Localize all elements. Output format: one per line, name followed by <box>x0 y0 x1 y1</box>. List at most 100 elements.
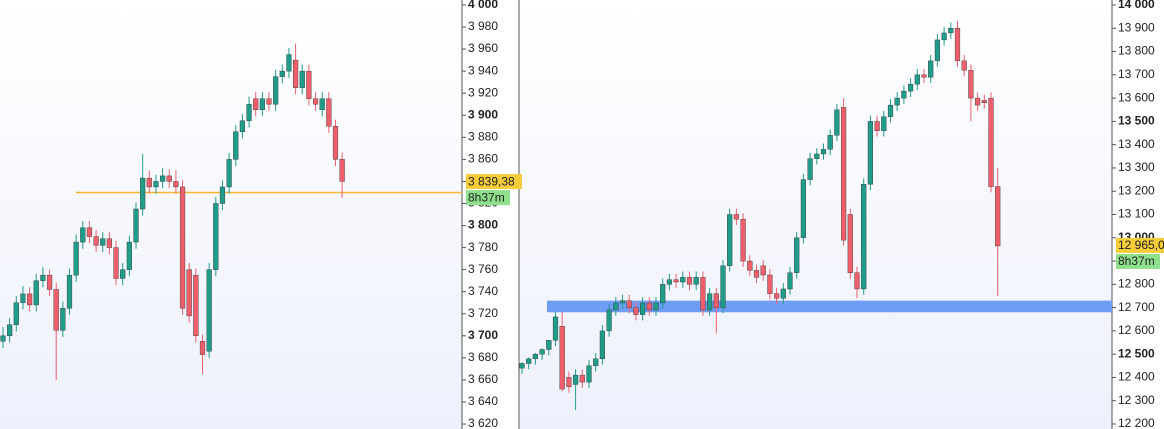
y-tick-label: 13 400 <box>1118 137 1155 151</box>
y-tick-label: 13 700 <box>1118 67 1155 81</box>
candle-body <box>33 280 39 306</box>
y-tick-label: 12 700 <box>1118 300 1155 314</box>
candle-body <box>13 302 19 325</box>
y-tick-label: 13 200 <box>1118 183 1155 197</box>
candle-body <box>887 104 894 117</box>
candle-body <box>27 293 33 306</box>
y-tick-label: 3 780 <box>468 240 498 254</box>
candle-body <box>948 28 954 34</box>
y-tick-label: 13 600 <box>1118 90 1155 104</box>
timer-box <box>1116 253 1160 269</box>
candle-body <box>954 28 961 62</box>
candle-body <box>126 241 132 270</box>
y-tick-label: 3 740 <box>468 284 498 298</box>
candle-body <box>7 324 13 337</box>
candle-body <box>841 107 847 241</box>
candle-body <box>213 203 219 270</box>
candle-body <box>881 116 887 131</box>
candle-body <box>626 300 632 308</box>
candle-body <box>40 274 46 281</box>
candle-body <box>226 159 232 188</box>
candle-body <box>66 274 73 309</box>
candle-body <box>700 277 706 311</box>
candle-body <box>774 293 780 299</box>
candle-body <box>526 358 532 364</box>
candle-body <box>120 269 126 279</box>
candle-body <box>559 326 565 390</box>
timer-box <box>466 190 510 206</box>
candle-body <box>586 365 592 383</box>
candle-body <box>713 293 719 308</box>
candle-body <box>981 100 987 103</box>
candle-body <box>93 236 99 246</box>
candle-body <box>653 302 659 311</box>
candle-body <box>760 265 766 276</box>
candle-body <box>233 131 239 160</box>
y-tick-label: 3 800 <box>468 218 498 232</box>
candle-body <box>767 274 773 294</box>
y-tick-label: 12 200 <box>1118 416 1155 429</box>
candle-body <box>934 39 941 62</box>
y-tick-label: 3 720 <box>468 306 498 320</box>
candle-body <box>199 341 206 355</box>
candle-body <box>727 214 733 266</box>
candle-body <box>995 186 1001 247</box>
candle-body <box>146 177 152 188</box>
candle-body <box>53 289 59 331</box>
y-tick-label: 12 800 <box>1118 277 1155 291</box>
y-tick-label: 3 900 <box>468 107 498 121</box>
y-tick-label: 14 000 <box>1118 0 1155 11</box>
candle-body <box>941 32 947 41</box>
candle-body <box>673 279 679 283</box>
candle-body <box>113 247 119 279</box>
candle-body <box>753 270 760 278</box>
candle-body <box>961 60 967 71</box>
candle-body <box>579 374 585 383</box>
candle-body <box>566 377 572 387</box>
candle-body <box>166 175 172 182</box>
candle-body <box>179 186 186 309</box>
y-tick-label: 13 100 <box>1118 207 1155 221</box>
candle-body <box>46 274 53 290</box>
candle-body <box>660 284 666 304</box>
candle-body <box>861 184 867 290</box>
candle-body <box>546 339 552 350</box>
candle-body <box>539 349 545 355</box>
candle-body <box>619 300 626 304</box>
candle-body <box>519 363 525 369</box>
price-label-box <box>1116 237 1164 253</box>
candle-body <box>988 97 994 187</box>
candle-body <box>975 97 981 106</box>
y-tick-label: 13 300 <box>1118 160 1155 174</box>
candle-body <box>193 274 199 337</box>
candle-body <box>707 293 713 311</box>
candle-body <box>800 179 807 238</box>
candle-body <box>827 135 833 150</box>
candle-body <box>740 218 746 262</box>
candle-body <box>339 159 345 182</box>
candle-body <box>73 241 79 276</box>
candle-body <box>80 227 86 243</box>
candle-body <box>552 316 559 341</box>
candle-body <box>666 279 673 285</box>
candle-body <box>747 260 753 271</box>
candle-body <box>693 277 699 285</box>
candle-body <box>633 307 639 315</box>
y-tick-label: 4 000 <box>468 0 498 11</box>
candle-body <box>794 237 800 273</box>
candle-body <box>219 186 226 204</box>
y-tick-label: 12 500 <box>1118 346 1155 360</box>
candle-body <box>312 98 319 105</box>
y-tick-label: 3 680 <box>468 350 498 364</box>
candle-body <box>733 214 740 220</box>
price-zone <box>547 300 1112 313</box>
price-label-box <box>466 174 522 190</box>
candle-body <box>319 98 325 110</box>
candle-body <box>253 98 259 110</box>
candle-body <box>820 149 827 155</box>
y-tick-label: 12 300 <box>1118 393 1155 407</box>
candle-body <box>646 302 652 311</box>
y-tick-label: 3 960 <box>468 41 498 55</box>
